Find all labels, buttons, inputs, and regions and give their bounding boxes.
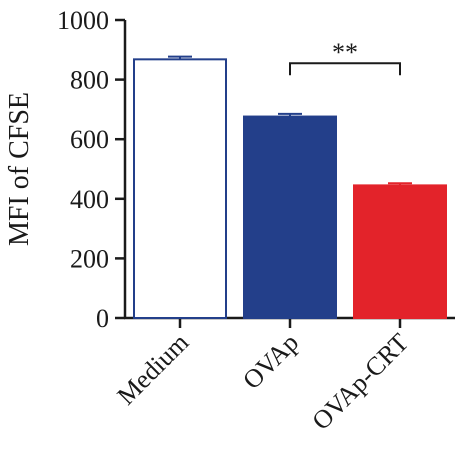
x-ticks: Medium OVAp OVAp-CRT — [111, 318, 414, 436]
bar-ovap — [243, 115, 337, 319]
y-tick-label: 1000 — [57, 6, 109, 35]
y-tick-label: 800 — [70, 66, 109, 95]
y-axis-title: MFI of CFSE — [4, 92, 35, 246]
y-tick-label: 600 — [70, 125, 109, 154]
significance-bracket-line — [289, 62, 401, 76]
significance-label: ** — [332, 38, 358, 67]
x-tick-label: OVAp-CRT — [306, 328, 414, 436]
y-tick-label: 200 — [70, 244, 109, 273]
y-ticks: 0 200 400 600 800 1000 — [57, 6, 125, 333]
bars — [133, 55, 447, 319]
x-tick-label: OVAp — [237, 328, 304, 395]
bar-ovap-crt — [353, 184, 447, 319]
x-tick-label: Medium — [111, 328, 194, 411]
y-axis: 0 200 400 600 800 1000 MFI of CFSE — [4, 6, 127, 333]
x-axis: Medium OVAp OVAp-CRT — [111, 316, 455, 436]
y-tick-label: 0 — [96, 304, 109, 333]
significance-bracket: ** — [289, 38, 401, 76]
bar-medium — [133, 58, 227, 319]
y-tick-label: 400 — [70, 185, 109, 214]
